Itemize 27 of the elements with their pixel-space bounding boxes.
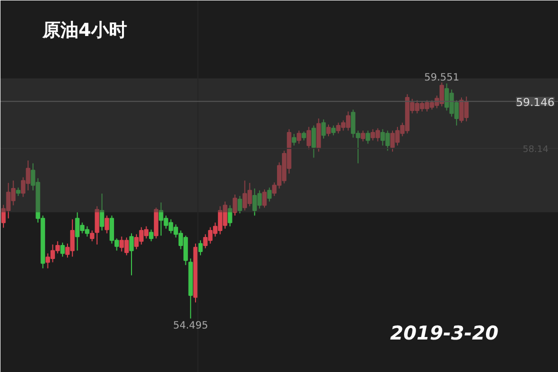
candlestick	[104, 215, 110, 234]
chart-title: 原油4小时	[42, 20, 128, 41]
candlestick	[306, 126, 312, 150]
candlestick	[267, 187, 272, 202]
candlestick	[238, 195, 242, 214]
candlestick	[100, 193, 104, 232]
candlestick	[90, 230, 94, 242]
candlestick	[198, 240, 203, 256]
candlestick	[262, 188, 267, 208]
candlestick	[296, 130, 302, 144]
candlestick	[312, 124, 316, 158]
candlestick	[148, 229, 154, 242]
candlestick	[321, 118, 326, 140]
text: 2019-3-20	[390, 322, 499, 344]
ref-line-label: 59.146	[516, 96, 555, 109]
candlestick	[360, 130, 366, 142]
candlestick	[129, 232, 134, 276]
candlestick	[292, 133, 296, 146]
candlestick	[94, 206, 100, 246]
annotation: 59.551	[424, 72, 460, 84]
candlestick	[366, 130, 370, 144]
annotation: 54.495	[173, 320, 208, 332]
candlestick	[326, 124, 331, 137]
candlestick	[331, 124, 336, 136]
candlestick	[228, 204, 232, 227]
candlestick	[60, 242, 65, 258]
candlestick	[232, 194, 238, 216]
